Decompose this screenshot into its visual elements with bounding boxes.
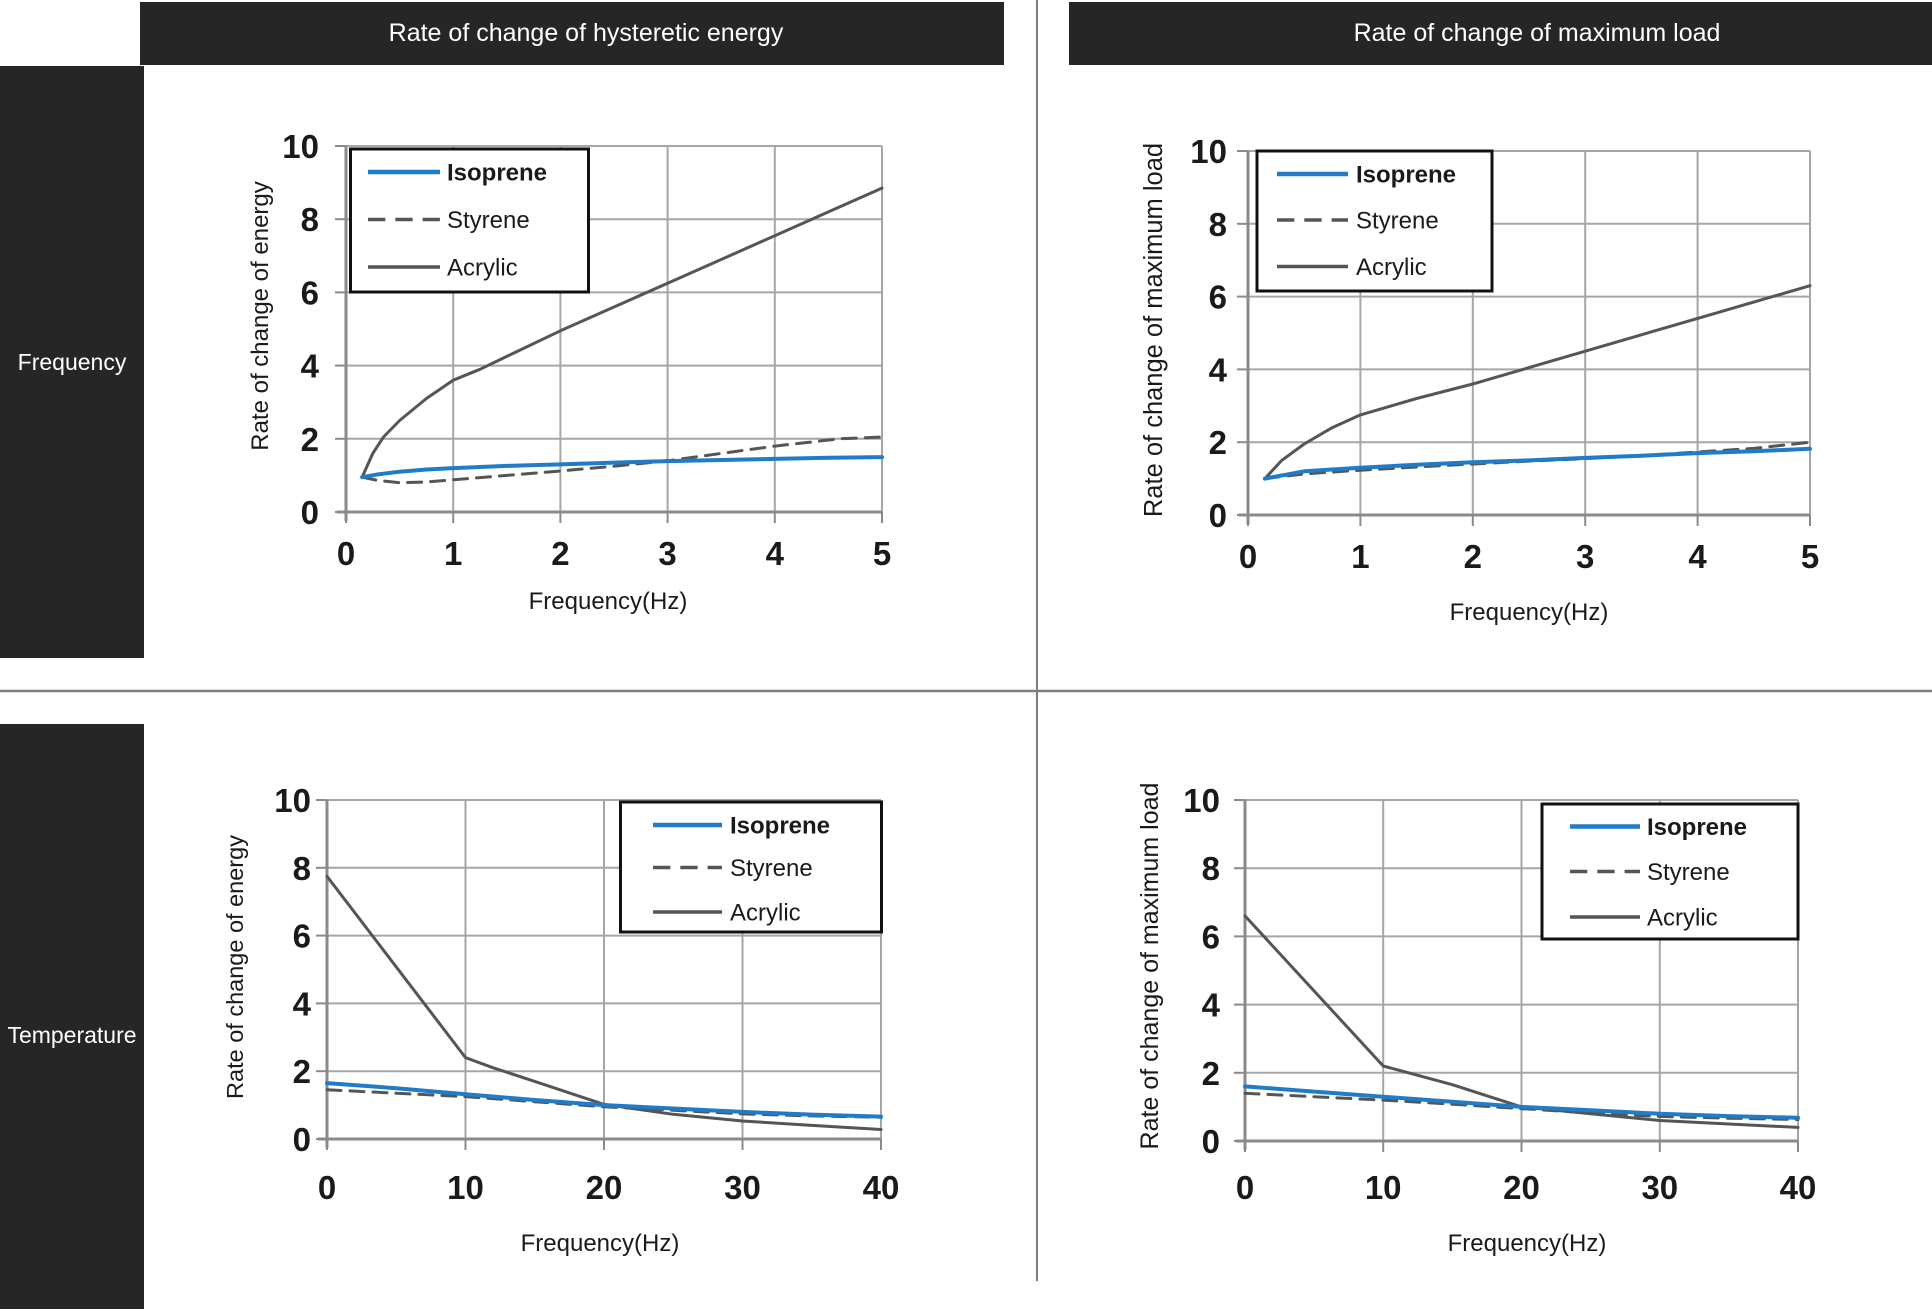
svg-text:Acrylic: Acrylic	[1356, 254, 1427, 281]
svg-text:4: 4	[293, 985, 312, 1022]
svg-text:Rate of change of maximum load: Rate of change of maximum load	[1140, 143, 1168, 517]
svg-text:0: 0	[1209, 497, 1227, 534]
svg-text:2: 2	[301, 421, 319, 458]
svg-text:6: 6	[1209, 279, 1227, 316]
svg-text:10: 10	[1365, 1169, 1402, 1206]
svg-text:4: 4	[301, 348, 320, 385]
svg-text:Frequency(Hz): Frequency(Hz)	[1448, 1230, 1607, 1257]
svg-text:Isoprene: Isoprene	[447, 160, 547, 187]
svg-text:4: 4	[1209, 351, 1228, 388]
svg-text:Isoprene: Isoprene	[1356, 162, 1456, 189]
svg-text:Acrylic: Acrylic	[447, 255, 518, 282]
svg-text:4: 4	[1688, 538, 1707, 575]
svg-text:20: 20	[1503, 1169, 1540, 1206]
svg-text:Styrene: Styrene	[447, 207, 530, 234]
svg-text:30: 30	[724, 1169, 761, 1206]
svg-text:2: 2	[1202, 1055, 1220, 1092]
svg-text:Rate of change of energy: Rate of change of energy	[247, 181, 274, 451]
svg-text:0: 0	[293, 1121, 311, 1158]
svg-text:40: 40	[863, 1169, 900, 1206]
svg-text:0: 0	[1236, 1169, 1254, 1206]
svg-text:5: 5	[873, 535, 891, 572]
svg-text:2: 2	[551, 535, 569, 572]
svg-text:0: 0	[301, 494, 319, 531]
svg-text:40: 40	[1780, 1169, 1817, 1206]
svg-text:Acrylic: Acrylic	[730, 900, 801, 927]
svg-text:10: 10	[274, 782, 311, 819]
svg-text:8: 8	[1209, 206, 1227, 243]
svg-text:Frequency(Hz): Frequency(Hz)	[529, 588, 688, 615]
svg-text:Acrylic: Acrylic	[1647, 905, 1718, 932]
svg-text:1: 1	[444, 535, 462, 572]
svg-text:10: 10	[1183, 782, 1220, 819]
svg-text:Styrene: Styrene	[1647, 859, 1730, 886]
svg-text:8: 8	[301, 201, 319, 238]
svg-text:Rate of change of energy: Rate of change of energy	[222, 835, 248, 1099]
svg-text:3: 3	[1576, 538, 1594, 575]
svg-text:Isoprene: Isoprene	[730, 813, 830, 840]
svg-text:20: 20	[586, 1169, 623, 1206]
svg-text:Rate of change of maximum load: Rate of change of maximum load	[1136, 783, 1164, 1150]
svg-text:10: 10	[447, 1169, 484, 1206]
svg-text:Isoprene: Isoprene	[1647, 814, 1747, 841]
svg-text:4: 4	[766, 535, 785, 572]
svg-text:6: 6	[301, 274, 319, 311]
svg-text:1: 1	[1351, 538, 1369, 575]
svg-text:8: 8	[1202, 850, 1220, 887]
svg-text:0: 0	[337, 535, 355, 572]
svg-text:0: 0	[318, 1169, 336, 1206]
svg-text:6: 6	[293, 918, 311, 955]
svg-text:4: 4	[1202, 987, 1221, 1024]
svg-text:3: 3	[658, 535, 676, 572]
svg-text:10: 10	[282, 128, 319, 165]
svg-text:30: 30	[1641, 1169, 1678, 1206]
svg-text:10: 10	[1190, 133, 1227, 170]
svg-text:Frequency(Hz): Frequency(Hz)	[521, 1230, 680, 1257]
svg-text:Frequency(Hz): Frequency(Hz)	[1450, 599, 1609, 626]
svg-text:2: 2	[1464, 538, 1482, 575]
svg-text:2: 2	[293, 1053, 311, 1090]
svg-text:0: 0	[1239, 538, 1257, 575]
svg-text:2: 2	[1209, 424, 1227, 461]
svg-text:8: 8	[293, 850, 311, 887]
svg-text:Styrene: Styrene	[730, 855, 813, 882]
svg-text:6: 6	[1202, 918, 1220, 955]
svg-text:0: 0	[1202, 1123, 1220, 1160]
svg-text:Styrene: Styrene	[1356, 208, 1439, 235]
svg-text:5: 5	[1801, 538, 1819, 575]
